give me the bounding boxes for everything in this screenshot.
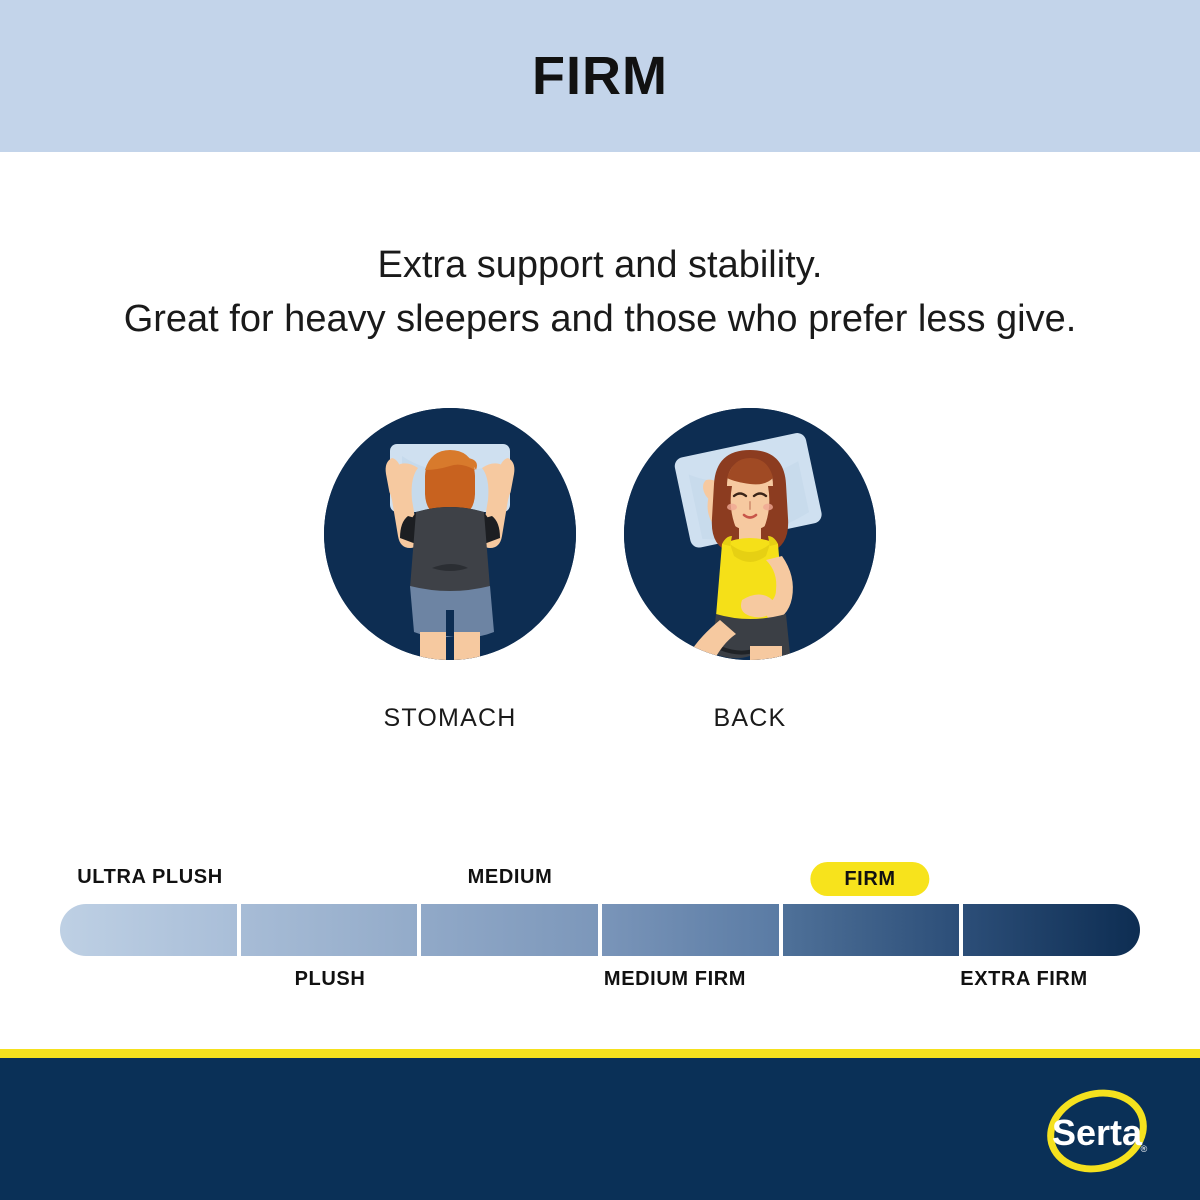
scale-label-medium-firm: MEDIUM FIRM [603,968,747,990]
back-sleeper-icon [624,408,876,660]
sleep-positions: STOMACH [0,408,1200,733]
footer-band [0,1058,1200,1200]
scale-label-plush: PLUSH [294,968,366,990]
scale-top-labels: ULTRA PLUSH MEDIUM FIRM [60,862,1140,900]
scale-bottom-labels: PLUSH MEDIUM FIRM EXTRA FIRM [60,968,1140,1002]
serta-logo-text: Serta [1052,1112,1143,1153]
footer-accent-stripe [0,1049,1200,1058]
position-card-stomach: STOMACH [320,408,580,733]
scale-label-extra-firm: EXTRA FIRM [960,968,1088,990]
scale-segment-ultra-plush[interactable] [60,904,241,956]
position-label-stomach: STOMACH [383,704,517,732]
header-banner: FIRM [0,0,1200,152]
serta-logo[interactable]: Serta ® [1040,1086,1158,1178]
scale-segment-medium-firm[interactable] [602,904,783,956]
subtitle-line-2: Great for heavy sleepers and those who p… [123,298,1077,340]
firmness-scale: ULTRA PLUSH MEDIUM FIRM PLUSH MEDIUM FIR… [60,862,1140,1007]
position-card-back: BACK [620,408,880,733]
stomach-sleeper-illustration [324,408,576,660]
scale-label-ultra-plush: ULTRA PLUSH [77,866,223,888]
scale-segment-medium[interactable] [421,904,603,956]
scale-selected-pill-firm[interactable]: FIRM [810,862,930,896]
scale-segment-extra-firm[interactable] [963,904,1140,956]
scale-bar[interactable] [60,904,1140,956]
page-title: FIRM [532,46,668,106]
position-label-back: BACK [713,704,787,732]
stomach-sleeper-icon [324,408,576,660]
scale-segment-plush[interactable] [240,904,422,956]
serta-logo-mark: Serta ® [1047,1089,1148,1173]
subtitle-block: Extra support and stability. Great for h… [0,238,1200,346]
serta-registered-icon: ® [1141,1144,1148,1154]
back-sleeper-illustration [624,408,876,660]
scale-segment-firm[interactable] [782,904,964,956]
subtitle-line-1: Extra support and stability. [377,244,823,286]
scale-label-medium: MEDIUM [467,866,553,888]
